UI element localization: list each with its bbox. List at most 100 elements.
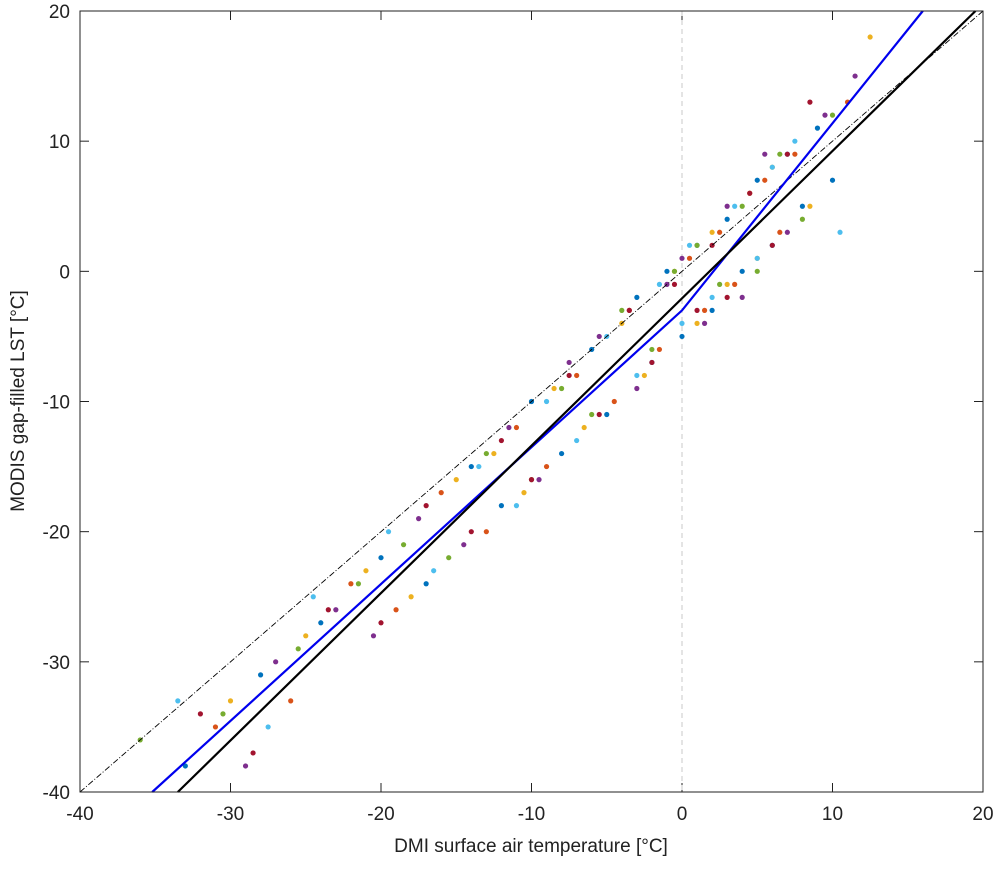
point [754,255,760,261]
point [852,73,858,79]
x-tick-label: 0 [677,804,688,825]
point [363,568,369,574]
y-axis-label: MODIS gap-filled LST [°C] [8,290,29,512]
point [679,333,685,340]
point [807,203,813,209]
point [829,112,836,118]
point [370,633,377,639]
point [747,190,753,196]
point [634,294,640,300]
point [784,151,790,157]
point [220,711,226,717]
point [724,203,730,209]
point [769,164,775,170]
y-tick-label: 20 [49,2,70,23]
point [604,411,610,418]
point [626,307,632,313]
point [197,711,203,717]
point [581,424,587,431]
point [453,477,459,483]
point [671,268,678,274]
x-axis-label: DMI surface air temperature [°C] [394,836,668,857]
x-tick-label: -10 [518,804,545,825]
point [799,216,806,222]
point [574,372,580,379]
point [769,242,775,248]
point [348,581,354,587]
x-tick-label: -40 [66,804,93,825]
point [258,672,264,678]
point [671,281,678,287]
point [566,372,572,379]
point [310,594,316,600]
point [378,555,384,561]
point [649,359,655,366]
point [694,307,700,313]
point [431,568,437,574]
point [400,542,407,548]
x-tick-label: 10 [822,804,843,825]
point [355,581,362,587]
point [536,477,542,483]
point [295,646,301,652]
point [491,450,497,457]
point [822,112,828,118]
point [724,281,730,287]
point [867,34,873,40]
point [182,763,188,769]
point [378,620,384,626]
point [325,607,331,613]
point [656,346,663,353]
point [694,242,700,248]
point [175,698,181,704]
point [762,177,768,183]
point [724,294,730,300]
point [528,477,535,483]
fit-line [151,10,924,793]
x-tick-label: -20 [367,804,394,825]
point [717,229,723,235]
point [468,463,474,470]
point [777,229,783,235]
point [679,255,685,261]
point [513,503,520,509]
point [521,490,527,496]
y-tick-label: -10 [43,393,70,414]
point [792,151,798,157]
point [408,594,414,600]
point [724,216,730,222]
point [634,385,640,392]
point [212,724,219,730]
x-tick-label: -30 [217,804,244,825]
point [498,437,504,444]
point [596,333,602,340]
point [513,424,520,431]
point [385,529,392,535]
point [649,346,655,353]
point [686,255,693,261]
point [694,320,700,326]
point [679,320,685,326]
point [551,385,557,392]
point [303,633,309,639]
point [754,268,760,274]
point [814,125,821,131]
point [423,503,429,509]
point [611,398,617,405]
point [461,542,467,548]
y-tick-label: -30 [43,653,70,674]
point [468,529,474,535]
point [250,750,256,756]
point [393,607,399,613]
point [709,294,715,300]
point [559,450,565,457]
fit-line [177,10,977,793]
point [777,151,783,157]
point [619,307,625,313]
point [784,229,790,235]
point [709,307,715,313]
point [227,698,234,704]
point [754,177,760,183]
point [799,203,806,209]
